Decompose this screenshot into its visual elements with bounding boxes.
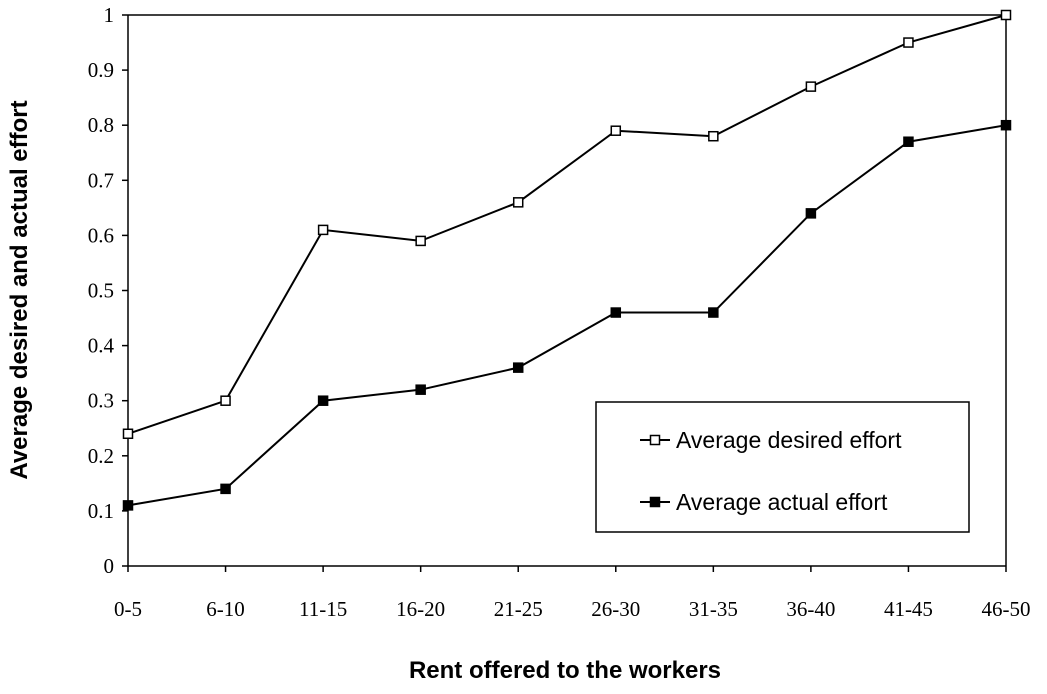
y-tick-label: 0.4 (88, 334, 115, 358)
x-tick-label: 36-40 (786, 597, 835, 621)
y-tick-label: 0.6 (88, 223, 114, 247)
series-layer (122, 9, 1012, 511)
x-tick-label: 0-5 (114, 597, 142, 621)
data-point-actual (220, 483, 231, 495)
data-point-actual (903, 136, 914, 147)
data-point-desired (220, 395, 231, 406)
series-line-desired (127, 14, 1007, 435)
data-point-actual (512, 362, 524, 373)
data-point-desired (122, 428, 134, 440)
series-desired (122, 9, 1012, 440)
y-tick-label: 0.7 (88, 168, 114, 192)
y-tick-label: 0.1 (88, 499, 114, 523)
y-axis: 0 0.1 0.2 0.3 0.4 0.5 0.6 0.7 0.8 0.9 1 (88, 3, 128, 578)
y-tick-label: 0.8 (88, 113, 114, 137)
x-tick-label: 6-10 (206, 597, 245, 621)
x-tick-label: 31-35 (689, 597, 738, 621)
data-point-desired (415, 235, 426, 247)
data-point-desired (512, 197, 524, 208)
legend: Average desired effort Average actual ef… (595, 401, 970, 533)
y-tick-label: 0.9 (88, 58, 114, 82)
x-tick-label: 41-45 (884, 597, 933, 621)
data-point-actual (122, 500, 134, 511)
y-tick-label: 0.5 (88, 279, 114, 303)
x-tick-label: 26-30 (591, 597, 640, 621)
x-axis: 0-5 6-10 11-15 16-20 21-25 26-30 31-35 36-40 41-… (114, 566, 1031, 621)
data-point-desired (1000, 9, 1012, 21)
y-tick-label: 0.2 (88, 444, 114, 468)
data-point-actual (1000, 119, 1012, 131)
series-actual (122, 119, 1012, 511)
x-axis-title: Rent offered to the workers (409, 657, 721, 684)
data-point-desired (805, 81, 817, 92)
plot-frame (127, 14, 1007, 567)
data-point-desired (317, 224, 329, 236)
y-tick-label: 0 (104, 554, 115, 578)
data-point-actual (317, 395, 329, 406)
data-point-desired (610, 125, 622, 136)
x-tick-label: 21-25 (494, 597, 543, 621)
legend-marker-desired (649, 434, 661, 446)
x-tick-label: 16-20 (396, 597, 445, 621)
data-point-actual (610, 307, 622, 318)
y-tick-label: 0.3 (88, 389, 114, 413)
data-point-actual (805, 208, 817, 219)
data-point-desired (708, 130, 719, 142)
y-tick-label: 1 (104, 3, 115, 27)
legend-box (595, 401, 970, 533)
x-tick-label: 11-15 (299, 597, 347, 621)
y-axis-title: Average desired and actual effort (6, 100, 33, 479)
x-tick-label: 46-50 (982, 597, 1031, 621)
data-point-actual (708, 307, 719, 318)
data-point-desired (903, 37, 914, 48)
legend-label-desired: Average desired effort (676, 427, 902, 453)
series-line-actual (127, 124, 1007, 507)
legend-label-actual: Average actual effort (676, 489, 888, 515)
legend-marker-actual (649, 496, 661, 508)
data-point-actual (415, 384, 426, 395)
